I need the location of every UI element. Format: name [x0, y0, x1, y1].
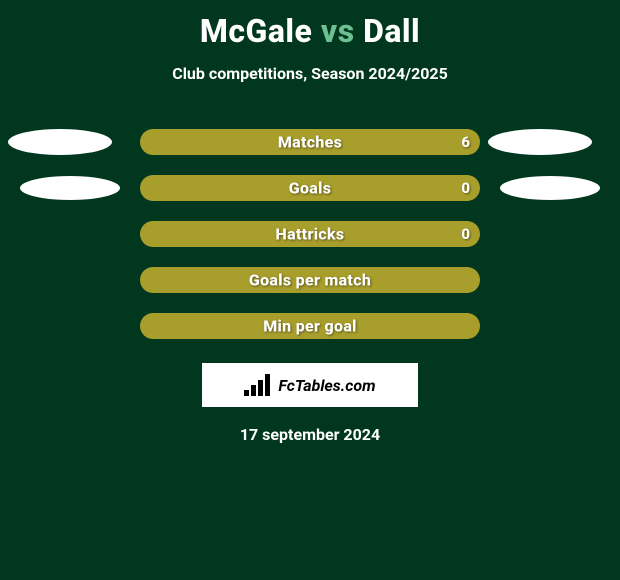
player2-value: 0 [461, 179, 470, 197]
stat-row: Hattricks 0 [0, 211, 620, 257]
player2-name: Dall [363, 12, 420, 50]
bar-wrap: Hattricks 0 [140, 221, 480, 247]
bar-wrap: Matches 6 [140, 129, 480, 155]
stat-label: Goals per match [249, 271, 371, 290]
right-ellipse [488, 129, 592, 155]
vs-separator: vs [321, 12, 355, 50]
right-ellipse [500, 176, 600, 200]
date: 17 september 2024 [0, 425, 620, 444]
stat-label: Matches [278, 133, 342, 152]
player1-name: McGale [200, 12, 313, 50]
bar-wrap: Goals per match [140, 267, 480, 293]
stat-rows: Matches 6 Goals 0 Hattricks 0 Goals per match M… [0, 119, 620, 349]
stat-row: Goals 0 [0, 165, 620, 211]
stat-label: Min per goal [263, 317, 357, 336]
bar-wrap: Min per goal [140, 313, 480, 339]
bar-chart-icon [244, 374, 272, 396]
stat-row: Min per goal [0, 303, 620, 349]
bar-wrap: Goals 0 [140, 175, 480, 201]
subtitle: Club competitions, Season 2024/2025 [0, 64, 620, 83]
left-ellipse [8, 129, 112, 155]
brand-text: FcTables.com [278, 376, 375, 395]
player2-value: 6 [461, 133, 470, 151]
stat-row: Goals per match [0, 257, 620, 303]
comparison-title: McGale vs Dall [0, 0, 620, 50]
stat-label: Hattricks [276, 225, 345, 244]
left-ellipse [20, 176, 120, 200]
stat-label: Goals [289, 179, 331, 198]
brand-rest: Tables.com [295, 376, 376, 395]
stat-row: Matches 6 [0, 119, 620, 165]
player2-value: 0 [461, 225, 470, 243]
brand-prefix: Fc [278, 376, 294, 395]
brand-box: FcTables.com [202, 363, 418, 407]
